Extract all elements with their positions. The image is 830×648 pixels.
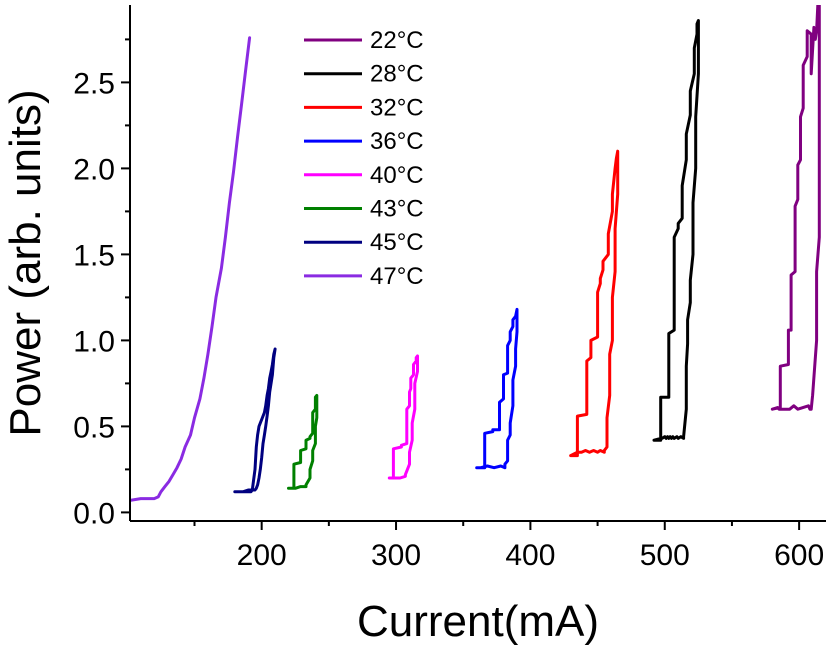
x-axis-title: Current(mA) (357, 597, 599, 646)
legend-entry-43c: 43°C (304, 196, 424, 223)
legend: 22°C 28°C 32°C 36°C 40°C 43°C 45°C 47°C (304, 27, 424, 290)
legend-label: 32°C (370, 94, 424, 121)
legend-entry-45c: 45°C (304, 229, 424, 256)
legend-label: 22°C (370, 27, 424, 54)
legend-label: 36°C (370, 128, 424, 155)
legend-label: 40°C (370, 162, 424, 189)
series-line-43c (287, 393, 319, 490)
y-tick-label: 2.5 (73, 67, 115, 100)
legend-label: 28°C (370, 61, 424, 88)
y-tick-label: 1.0 (73, 325, 115, 358)
x-tick-label: 600 (774, 539, 824, 572)
y-axis-title: Power (arb. units) (1, 89, 50, 436)
legend-entry-40c: 40°C (304, 162, 424, 189)
y-tick-label: 2.0 (73, 153, 115, 186)
legend-entry-47c: 47°C (304, 263, 424, 290)
y-tick-label: 0.5 (73, 411, 115, 444)
legend-entry-32c: 32°C (304, 94, 424, 121)
legend-entry-28c: 28°C (304, 61, 424, 88)
series-line-47c (130, 36, 252, 502)
legend-label: 45°C (370, 229, 424, 256)
x-tick-label: 400 (505, 539, 555, 572)
legend-label: 43°C (370, 196, 424, 223)
legend-label: 47°C (370, 263, 424, 290)
series-line-36c (475, 307, 519, 470)
x-tick-label: 200 (237, 539, 287, 572)
series-line-45c (233, 347, 277, 494)
series-layer (130, 5, 821, 502)
series-line-32c (569, 149, 620, 458)
legend-entry-22c: 22°C (304, 27, 424, 54)
x-tick-label: 500 (640, 539, 690, 572)
series-line-22c (770, 5, 821, 411)
series-line-40c (387, 354, 419, 480)
legend-entry-36c: 36°C (304, 128, 424, 155)
x-tick-label: 300 (371, 539, 421, 572)
series-line-28c (652, 19, 700, 442)
y-tick-label: 0.0 (73, 497, 115, 530)
y-tick-label: 1.5 (73, 239, 115, 272)
axes-layer: 200 300 400 500 600 0.0 0.5 1.0 1.5 2.0 2.5 (73, 5, 826, 572)
